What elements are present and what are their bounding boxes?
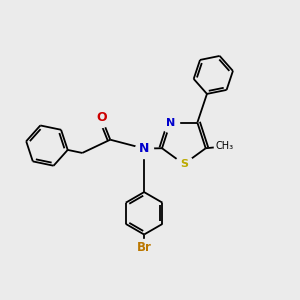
Text: N: N <box>166 118 175 128</box>
Text: S: S <box>180 159 188 169</box>
Text: N: N <box>139 142 149 155</box>
Text: Br: Br <box>137 241 152 254</box>
Text: CH₃: CH₃ <box>216 141 234 152</box>
Text: O: O <box>96 111 107 124</box>
